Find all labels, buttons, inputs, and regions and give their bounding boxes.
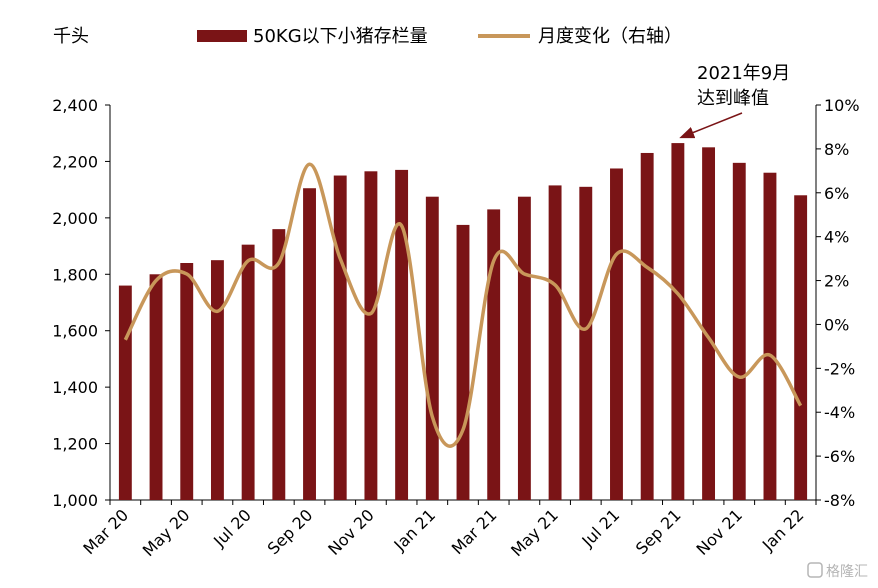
right-tick-label: 6% [824, 184, 849, 203]
bar [456, 224, 470, 501]
right-tick-label: -4% [824, 403, 855, 422]
x-axis-ticks: Mar 20 May 20 Jul 20 Sep 20 Nov 20 Jan 21 Mar … [79, 500, 817, 560]
annotation-arrow [679, 112, 743, 139]
bar [548, 185, 562, 501]
bar [425, 196, 439, 501]
legend-bar-label: 50KG以下小猪存栏量 [253, 26, 428, 47]
left-tick-label: 2,400 [52, 96, 98, 115]
bar [364, 171, 378, 500]
x-tick-label: Jan 22 [758, 505, 808, 555]
x-tick-label: May 21 [507, 505, 562, 560]
right-tick-label: -8% [824, 491, 855, 510]
bar [610, 168, 623, 500]
right-tick-label: 2% [824, 272, 849, 291]
right-tick-label: 8% [824, 140, 849, 159]
bar [794, 195, 808, 501]
annotation-line2: 达到峰值 [697, 88, 769, 109]
left-tick-label: 1,600 [52, 322, 98, 341]
x-tick-label: Jul 21 [578, 505, 624, 551]
watermark-logo-icon [807, 562, 823, 578]
bar [149, 274, 163, 500]
legend: 50KG以下小猪存栏量 月度变化（右轴） [197, 26, 682, 47]
x-tick-label: Jan 21 [390, 505, 440, 555]
watermark-text: 格隆汇 [826, 564, 868, 580]
left-tick-label: 2,000 [52, 209, 98, 228]
bar [640, 152, 654, 500]
left-tick-label: 1,400 [52, 378, 98, 397]
bar [333, 175, 347, 501]
bar [241, 244, 255, 500]
bar [272, 229, 286, 500]
bar [517, 196, 531, 501]
right-tick-label: 0% [824, 315, 849, 334]
right-tick-label: -2% [824, 359, 855, 378]
bar [395, 169, 409, 500]
legend-line-label: 月度变化（右轴） [538, 26, 682, 47]
bar [487, 209, 501, 500]
x-tick-label: Sep 21 [632, 505, 685, 558]
left-tick-label: 2,200 [52, 152, 98, 171]
bar [303, 188, 316, 500]
line-series [123, 162, 803, 448]
bar [118, 285, 132, 500]
right-axis-ticks: -8% -6% -4% -2% 0% 2% 4% 6% 8% 10% [816, 96, 860, 510]
bar [732, 162, 746, 500]
bar [763, 172, 777, 500]
left-tick-label: 1,800 [52, 265, 98, 284]
peak-annotation: 2021年9月 达到峰值 [679, 63, 790, 139]
x-tick-label: Jul 20 [209, 505, 255, 551]
x-tick-label: Nov 21 [693, 505, 747, 559]
right-tick-label: 10% [824, 96, 860, 115]
left-axis-ticks: 1,000 1,200 1,400 1,600 1,800 2,000 2,200 2,400 [52, 96, 110, 510]
legend-bar-swatch [197, 30, 247, 42]
x-tick-label: Sep 20 [264, 505, 317, 558]
x-tick-label: Mar 20 [79, 505, 132, 558]
annotation-line1: 2021年9月 [697, 63, 790, 84]
x-tick-label: Nov 20 [324, 505, 378, 559]
bar [210, 260, 224, 500]
x-tick-label: May 20 [139, 505, 194, 560]
bar [671, 143, 685, 500]
left-axis-unit: 千头 [53, 26, 89, 47]
right-tick-label: -6% [824, 447, 855, 466]
left-tick-label: 1,200 [52, 435, 98, 454]
bar [180, 263, 194, 500]
watermark: 格隆汇 [807, 562, 868, 580]
monthly-change-line [123, 162, 803, 448]
bar [702, 147, 716, 501]
right-tick-label: 4% [824, 228, 849, 247]
bar [579, 186, 593, 501]
bar-series [118, 143, 808, 501]
left-tick-label: 1,000 [52, 491, 98, 510]
x-tick-label: Mar 21 [448, 505, 501, 558]
